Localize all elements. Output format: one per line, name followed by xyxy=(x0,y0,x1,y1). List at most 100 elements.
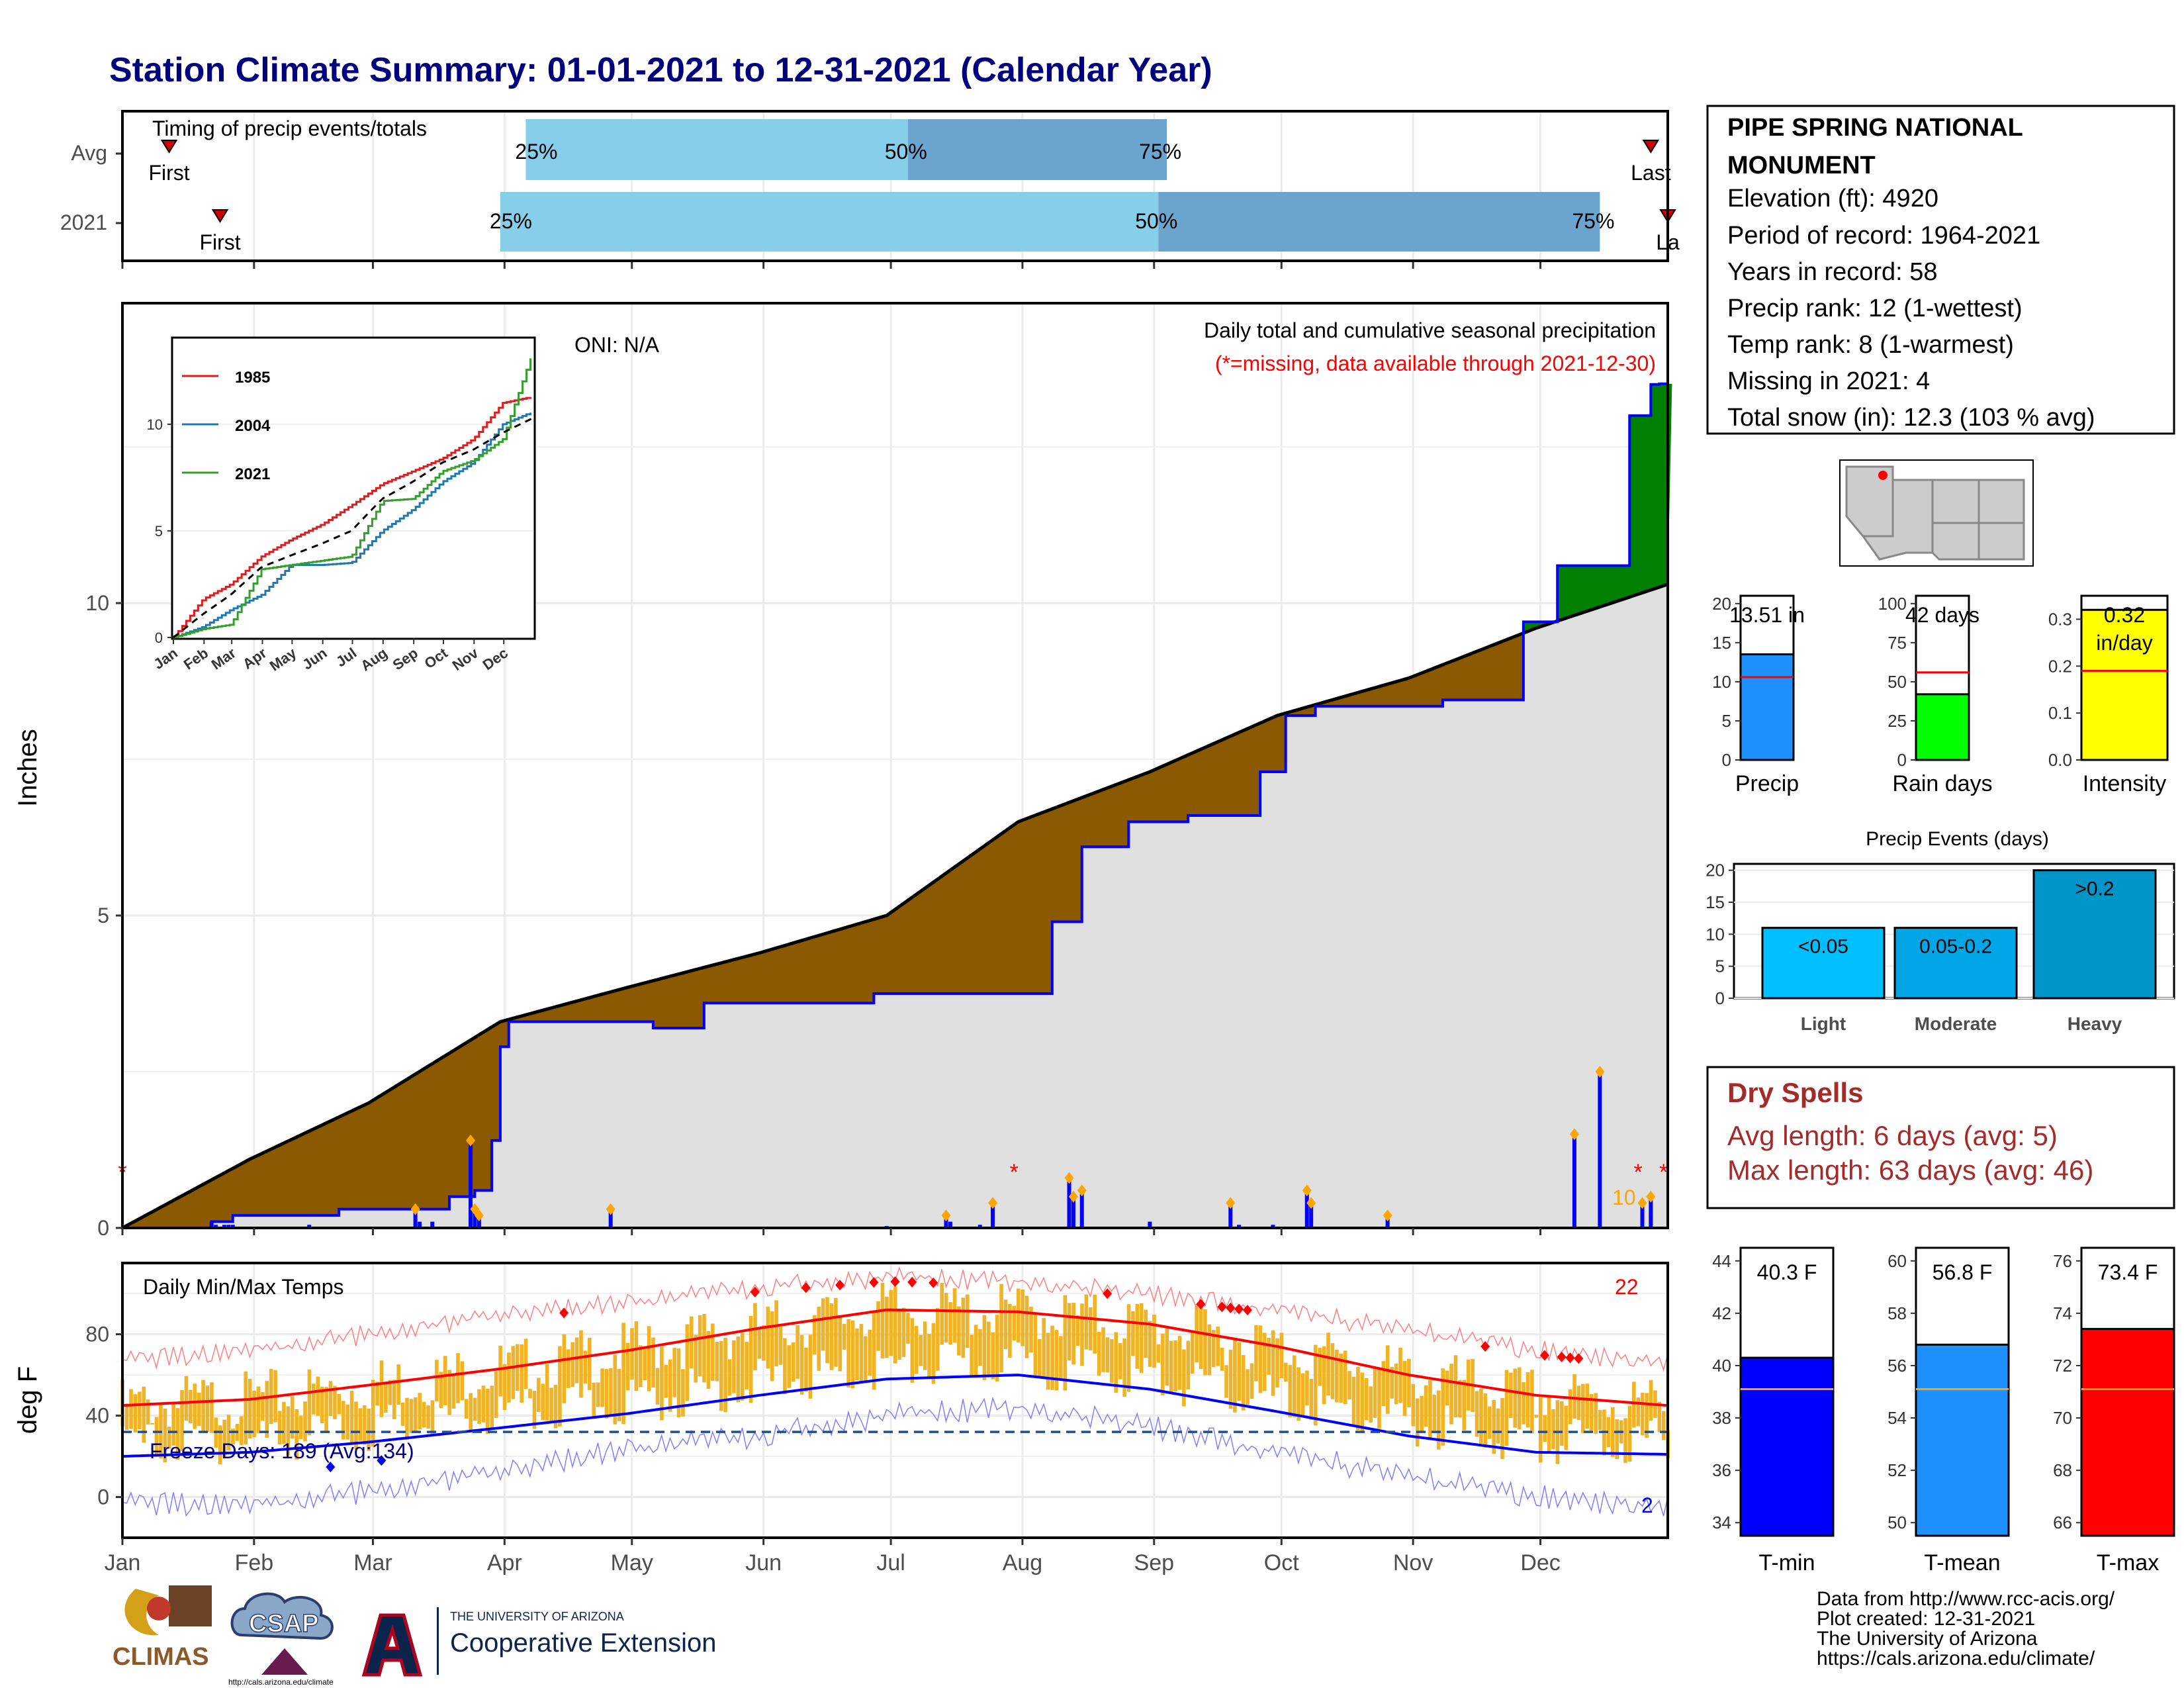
month-label-nov: Nov xyxy=(1393,1550,1433,1575)
daily-temp-bar xyxy=(1101,1327,1105,1372)
daily-temp-bar xyxy=(880,1282,885,1359)
daily-temp-bar xyxy=(588,1337,592,1390)
daily-temp-bar xyxy=(859,1324,864,1382)
temp-title: Daily Min/Max Temps xyxy=(143,1275,343,1299)
temp-stat-value-0: 40.3 F xyxy=(1757,1260,1817,1284)
temp-stat-ytick-label-0: 34 xyxy=(1712,1513,1731,1532)
month-label-sep: Sep xyxy=(1134,1550,1175,1575)
daily-temp-bar xyxy=(1525,1372,1530,1428)
heavy-event-marker xyxy=(1068,1190,1078,1203)
daily-temp-bar xyxy=(414,1397,418,1432)
info-elevation: Elevation (ft): 4920 xyxy=(1727,185,1938,212)
daily-temp-bar xyxy=(1640,1392,1645,1436)
daily-temp-bar xyxy=(736,1336,741,1403)
daily-temp-bar xyxy=(451,1373,456,1409)
daily-precip-bar xyxy=(948,1221,952,1228)
daily-temp-bar xyxy=(1415,1398,1420,1447)
daily-temp-bar xyxy=(545,1364,549,1421)
daily-temp-bar xyxy=(486,1388,490,1434)
daily-temp-bar xyxy=(363,1405,367,1445)
daily-temp-bar xyxy=(261,1392,265,1421)
daily-temp-bar xyxy=(1386,1345,1390,1414)
daily-temp-bar xyxy=(813,1315,817,1355)
daily-temp-bar xyxy=(282,1401,286,1444)
avg-max-line xyxy=(122,1308,1668,1407)
daily-precip-bar xyxy=(473,1209,477,1228)
daily-temp-bar xyxy=(817,1306,821,1371)
daily-temp-bar xyxy=(1097,1332,1101,1376)
climas-logo: CLIMAS xyxy=(113,1585,212,1671)
record-low-marker xyxy=(377,1455,387,1466)
dry-frame xyxy=(1706,1066,2175,1209)
daily-temp-bar xyxy=(1139,1303,1144,1374)
temp-stat-value-2: 73.4 F xyxy=(2098,1260,2158,1284)
daily-temp-bar xyxy=(770,1311,774,1382)
climas-sun xyxy=(147,1597,171,1620)
events-ytick-label: 15 xyxy=(1706,892,1725,912)
daily-temp-bar xyxy=(392,1380,396,1419)
daily-temp-bar xyxy=(952,1288,957,1343)
daily-temp-bar xyxy=(783,1338,787,1395)
timing-title: Timing of precip events/totals xyxy=(152,117,427,140)
temp-stat-bar-0 xyxy=(1739,1356,1835,1537)
daily-temp-bar xyxy=(757,1327,762,1359)
heavy-event-marker xyxy=(941,1209,951,1222)
daily-temp-bar xyxy=(439,1372,443,1409)
events-ytick-label: 5 xyxy=(1715,957,1725,976)
daily-temp-bar xyxy=(1288,1365,1293,1418)
daily-temp-bar xyxy=(1381,1361,1386,1407)
heavy-event-marker xyxy=(1226,1197,1236,1209)
record-high-marker xyxy=(1217,1301,1227,1313)
stat-ytick-label-0: 10 xyxy=(1712,672,1731,692)
daily-temp-bar xyxy=(1190,1330,1195,1374)
precip-ylabel: Inches xyxy=(13,729,42,807)
footer-line-3: The University of Arizona xyxy=(1817,1628,2038,1650)
daily-temp-bar xyxy=(465,1399,469,1419)
daily-temp-bar xyxy=(150,1423,154,1425)
timing-bar-25-50-0 xyxy=(525,119,908,180)
heavy-event-marker xyxy=(1064,1172,1074,1184)
daily-precip-bar xyxy=(307,1225,312,1228)
daily-temp-bar xyxy=(460,1361,465,1401)
temp-ytick-label: 80 xyxy=(85,1323,109,1346)
daily-temp-bar xyxy=(171,1403,175,1446)
daily-temp-bar xyxy=(681,1369,685,1417)
daily-temp-bar xyxy=(290,1396,295,1439)
daily-temp-bar xyxy=(1479,1388,1483,1444)
daily-temp-bar xyxy=(931,1323,936,1384)
daily-precip-bar xyxy=(1309,1203,1314,1228)
daily-temp-bar xyxy=(1611,1407,1615,1457)
daily-temp-bar xyxy=(1585,1383,1590,1429)
precip-events-chart: Precip Events (days) 0 5 10 15 20 <0.05 Light 0.… xyxy=(1706,828,2175,1034)
daily-temp-bar xyxy=(1309,1379,1314,1421)
daily-temp-bar xyxy=(553,1384,558,1429)
daily-temp-bar xyxy=(944,1293,948,1343)
temp-stat-ytick-label-2: 74 xyxy=(2053,1303,2072,1323)
daily-temp-bar xyxy=(295,1409,299,1460)
daily-temp-bar xyxy=(507,1352,511,1403)
daily-temp-bar xyxy=(1008,1303,1012,1358)
daily-temp-bar xyxy=(349,1390,354,1444)
daily-temp-bar xyxy=(1581,1383,1585,1433)
daily-temp-bar xyxy=(799,1335,804,1395)
ua-divider xyxy=(437,1607,439,1675)
timing-bar-50-75-0 xyxy=(907,119,1167,180)
record-high-marker xyxy=(750,1286,760,1297)
daily-temp-bar xyxy=(991,1332,995,1380)
dry-title: Dry Spells xyxy=(1727,1077,1863,1108)
timing-label-50-0: 50% xyxy=(885,140,927,164)
stat-ytick-label-2: 0.0 xyxy=(2048,750,2072,770)
daily-precip-bar xyxy=(1148,1221,1152,1228)
daily-temp-bar xyxy=(1347,1371,1351,1400)
daily-temp-bar xyxy=(1522,1382,1525,1425)
daily-temp-bar xyxy=(1458,1380,1462,1418)
daily-temp-bar xyxy=(1084,1294,1089,1350)
page-title: Station Climate Summary: 01-01-2021 to 1… xyxy=(109,51,1212,89)
daily-temp-bar xyxy=(1012,1305,1017,1341)
obs-cumulative-line xyxy=(122,382,1668,1229)
daily-temp-bar xyxy=(1135,1303,1140,1369)
daily-temp-bar xyxy=(745,1341,749,1389)
daily-temp-bar xyxy=(388,1380,392,1405)
heavy-event-marker xyxy=(410,1203,420,1215)
daily-temp-bar xyxy=(277,1411,282,1444)
